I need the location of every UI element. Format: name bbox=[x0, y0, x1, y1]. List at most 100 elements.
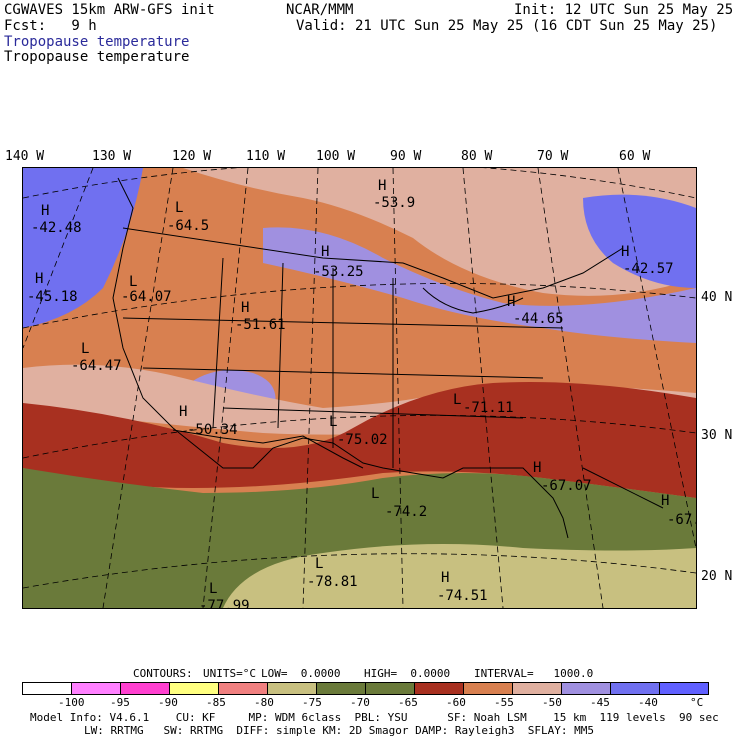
hl-value: -42.57 bbox=[623, 261, 674, 277]
lon-label-120w: 120 W bbox=[172, 149, 212, 164]
hl-value: -71.11 bbox=[463, 400, 514, 416]
hl-marker: L bbox=[81, 341, 89, 357]
lon-label-90w: 90 W bbox=[390, 149, 422, 164]
grid-lat-50n bbox=[23, 168, 696, 199]
hl-value: -45.18 bbox=[27, 289, 78, 305]
border-mexico bbox=[172, 429, 364, 469]
coastline-us bbox=[112, 177, 569, 539]
colorbar-tick: -80 bbox=[254, 696, 274, 709]
grid-lon-100w bbox=[302, 168, 319, 608]
hl-value: -51.61 bbox=[235, 317, 286, 333]
hl-marker: H bbox=[621, 244, 629, 260]
hl-value: -67.07 bbox=[541, 478, 592, 494]
colorbar-unit: °C bbox=[690, 696, 704, 709]
hl-value: -75.02 bbox=[337, 432, 388, 448]
model-title: CGWAVES 15km ARW-GFS init bbox=[4, 2, 215, 18]
great-lakes bbox=[422, 287, 524, 314]
valid-time: Valid: 21 UTC Sun 25 May 25 (16 CDT Sun … bbox=[296, 18, 718, 34]
hl-value: -64.07 bbox=[121, 289, 172, 305]
hl-marker: H bbox=[321, 244, 329, 260]
colorbar-tick: -40 bbox=[638, 696, 658, 709]
model-info-line1: Model Info: V4.6.1 CU: KF MP: WDM 6class… bbox=[30, 711, 719, 724]
colorbar-swatch bbox=[513, 683, 562, 694]
pressure-labels: H -42.48 L -64.5 H -53.9 H -53.25 H -45.… bbox=[27, 178, 696, 608]
hl-value: -44.65 bbox=[513, 311, 564, 327]
grid-lon-130w bbox=[23, 168, 94, 349]
grid-lon-60w bbox=[617, 168, 696, 549]
hl-value: -53.25 bbox=[313, 264, 364, 280]
colorbar-tick: -50 bbox=[542, 696, 562, 709]
shade-dark-red bbox=[23, 382, 696, 498]
shade-blue-northeast bbox=[583, 194, 696, 288]
hl-value: -67. bbox=[667, 512, 696, 528]
colorbar-swatch bbox=[219, 683, 268, 694]
colorbar-swatch bbox=[317, 683, 366, 694]
hl-value: -64.47 bbox=[71, 358, 122, 374]
lon-label-140w: 140 W bbox=[5, 149, 45, 164]
organization-label: NCAR/MMM bbox=[286, 2, 354, 18]
units-label: UNITS=°C bbox=[203, 667, 256, 680]
border-canada bbox=[122, 227, 624, 299]
tropopause-temperature-map: H -42.48 L -64.5 H -53.9 H -53.25 H -45.… bbox=[22, 167, 697, 609]
colorbar-swatch bbox=[23, 683, 72, 694]
hl-marker: L bbox=[371, 486, 379, 502]
shade-blue-northwest bbox=[23, 168, 143, 328]
contours-label: CONTOURS: bbox=[133, 667, 193, 680]
colorbar-tick: -90 bbox=[158, 696, 178, 709]
cuba-outline bbox=[582, 467, 664, 509]
hl-value: -64.5 bbox=[167, 218, 209, 234]
lon-label-130w: 130 W bbox=[92, 149, 132, 164]
interval-label: INTERVAL= 1000.0 bbox=[474, 667, 594, 680]
hl-value: -53.9 bbox=[373, 195, 415, 211]
model-info-line2: LW: RRTMG SW: RRTMG DIFF: simple KM: 2D … bbox=[84, 724, 594, 737]
colorbar-swatch bbox=[562, 683, 611, 694]
colorbar-swatch bbox=[611, 683, 660, 694]
field-title-contour: Tropopause temperature bbox=[4, 49, 190, 65]
hl-value: -74.2 bbox=[385, 504, 427, 520]
forecast-hour: Fcst: 9 h bbox=[4, 18, 97, 34]
hl-marker: H bbox=[35, 271, 43, 287]
lon-label-70w: 70 W bbox=[537, 149, 569, 164]
state-lines-horizontal bbox=[122, 317, 564, 419]
colorbar bbox=[22, 682, 709, 695]
lat-label-20n: 20 N bbox=[701, 569, 733, 584]
colorbar-tick: -45 bbox=[590, 696, 610, 709]
colorbar-tick: -70 bbox=[350, 696, 370, 709]
grid-lat-20n bbox=[23, 553, 696, 589]
hl-marker: H bbox=[241, 300, 249, 316]
hl-marker: L bbox=[129, 274, 137, 290]
hl-marker: L bbox=[315, 556, 323, 572]
grid-lon-110w bbox=[202, 168, 249, 608]
colorbar-swatch bbox=[170, 683, 219, 694]
colorbar-tick: -100 bbox=[58, 696, 85, 709]
hl-value: -74.51 bbox=[437, 588, 488, 604]
lat-label-40n: 40 N bbox=[701, 290, 733, 305]
colorbar-tick: -55 bbox=[494, 696, 514, 709]
hl-value: -78.81 bbox=[307, 574, 358, 590]
grid-lon-80w bbox=[462, 168, 504, 608]
colorbar-swatch bbox=[268, 683, 317, 694]
hl-marker: H bbox=[661, 493, 669, 509]
grid-lat-40n bbox=[23, 283, 696, 329]
grid-lon-90w bbox=[392, 168, 404, 608]
colorbar-tick: -60 bbox=[446, 696, 466, 709]
hl-marker: H bbox=[179, 404, 187, 420]
colorbar-tick: -95 bbox=[110, 696, 130, 709]
colorbar-swatch bbox=[366, 683, 415, 694]
hl-marker: H bbox=[533, 460, 541, 476]
colorbar-tick: -75 bbox=[302, 696, 322, 709]
map-canvas: H -42.48 L -64.5 H -53.9 H -53.25 H -45.… bbox=[23, 168, 696, 608]
field-title-shaded: Tropopause temperature bbox=[4, 34, 190, 50]
hl-marker: L bbox=[209, 581, 217, 597]
hl-marker: H bbox=[507, 294, 515, 310]
low-label: LOW= 0.0000 bbox=[261, 667, 341, 680]
lon-label-60w: 60 W bbox=[619, 149, 651, 164]
hl-value: -42.48 bbox=[31, 220, 82, 236]
hl-marker: L bbox=[329, 414, 337, 430]
shade-khaki bbox=[223, 544, 696, 608]
hl-value: -50.34 bbox=[187, 422, 238, 438]
hl-value: -77.99 bbox=[199, 598, 250, 608]
hl-marker: H bbox=[41, 203, 49, 219]
colorbar-tick: -65 bbox=[398, 696, 418, 709]
grid-lon-70w bbox=[537, 168, 604, 608]
